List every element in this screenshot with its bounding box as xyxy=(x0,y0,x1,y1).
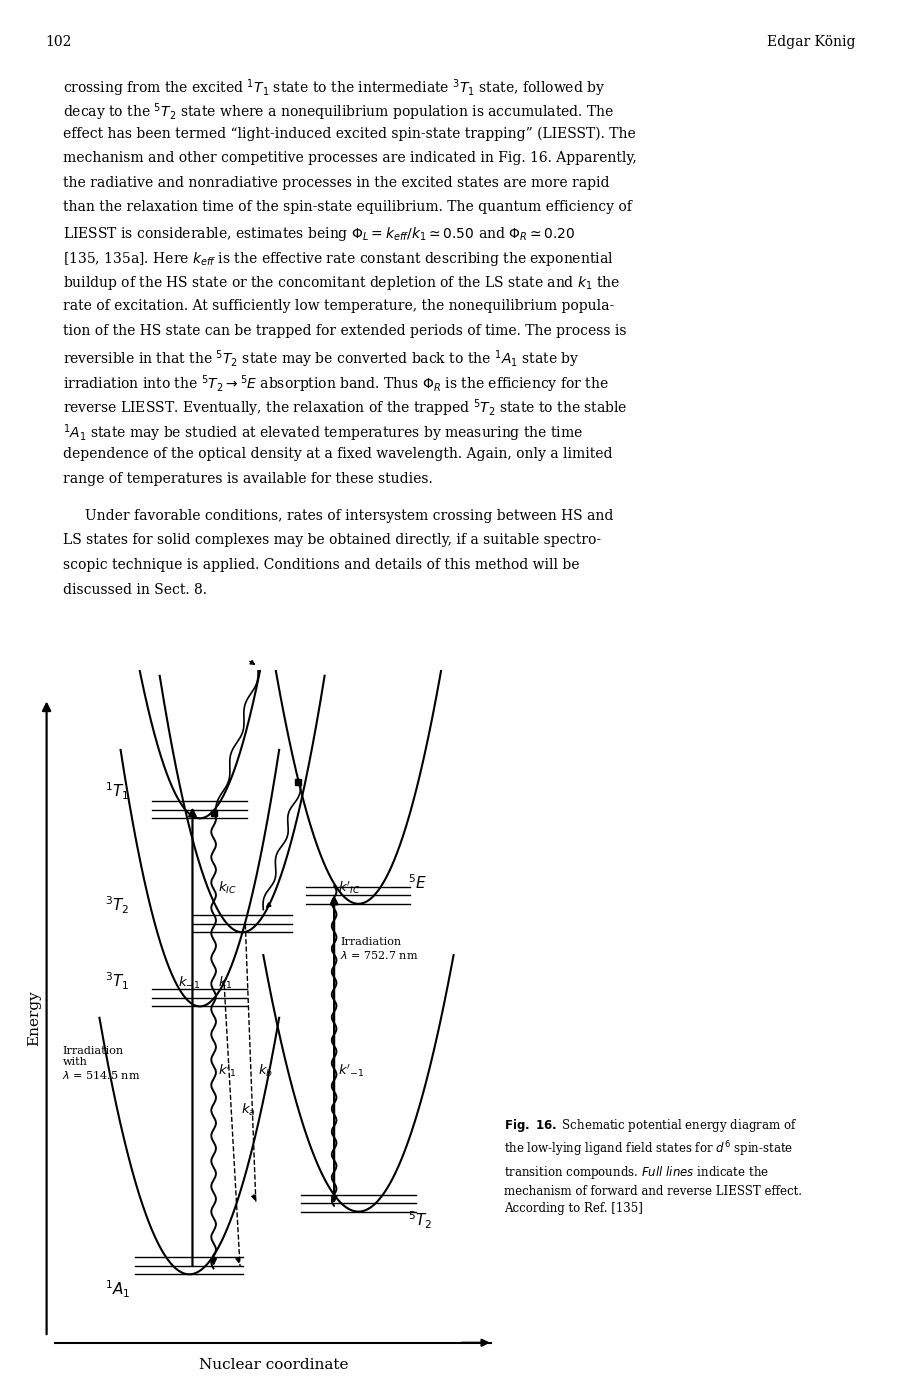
Text: $^3T_2$: $^3T_2$ xyxy=(104,895,129,917)
Text: [135, 135a]. Here $k_{eff}$ is the effective rate constant describing the expone: [135, 135a]. Here $k_{eff}$ is the effec… xyxy=(63,250,613,268)
Text: reversible in that the ${}^5T_2$ state may be converted back to the ${}^1A_1$ st: reversible in that the ${}^5T_2$ state m… xyxy=(63,349,579,370)
Text: rate of excitation. At sufficiently low temperature, the nonequilibrium popula-: rate of excitation. At sufficiently low … xyxy=(63,299,614,313)
Text: scopic technique is applied. Conditions and details of this method will be: scopic technique is applied. Conditions … xyxy=(63,558,580,572)
Text: $^5E$: $^5E$ xyxy=(408,874,427,892)
Text: ${}^1A_1$ state may be studied at elevated temperatures by measuring the time: ${}^1A_1$ state may be studied at elevat… xyxy=(63,423,583,444)
Text: Edgar König: Edgar König xyxy=(767,35,855,49)
Text: $k_a$: $k_a$ xyxy=(241,1101,256,1118)
Text: $k'_{IC}$: $k'_{IC}$ xyxy=(338,879,361,896)
Text: Nuclear coordinate: Nuclear coordinate xyxy=(199,1357,348,1371)
Text: dependence of the optical density at a fixed wavelength. Again, only a limited: dependence of the optical density at a f… xyxy=(63,447,612,461)
Text: Irradiation
$\lambda$ = 752.7 nm: Irradiation $\lambda$ = 752.7 nm xyxy=(340,937,418,962)
Text: $^1A_1$: $^1A_1$ xyxy=(104,1279,130,1300)
Text: $k_b$: $k_b$ xyxy=(258,1064,273,1079)
Text: irradiation into the ${}^5T_2 \rightarrow {}^5E$ absorption band. Thus $\Phi_R$ : irradiation into the ${}^5T_2 \rightarro… xyxy=(63,373,608,395)
Text: Irradiation
with
$\lambda$ = 514.5 nm: Irradiation with $\lambda$ = 514.5 nm xyxy=(62,1046,140,1082)
Text: $^3T_1$: $^3T_1$ xyxy=(104,970,129,991)
Text: 102: 102 xyxy=(45,35,71,49)
Text: decay to the ${}^5T_2$ state where a nonequilibrium population is accumulated. T: decay to the ${}^5T_2$ state where a non… xyxy=(63,102,614,123)
Text: LIESST is considerable, estimates being $\Phi_L = k_{eff}/k_1 \simeq 0.50$ and $: LIESST is considerable, estimates being … xyxy=(63,225,575,243)
Text: LS states for solid complexes may be obtained directly, if a suitable spectro-: LS states for solid complexes may be obt… xyxy=(63,533,601,547)
Text: mechanism and other competitive processes are indicated in Fig. 16. Apparently,: mechanism and other competitive processe… xyxy=(63,151,636,165)
Text: crossing from the excited ${}^1T_1$ state to the intermediate ${}^3T_1$ state, f: crossing from the excited ${}^1T_1$ stat… xyxy=(63,77,605,99)
Text: buildup of the HS state or the concomitant depletion of the LS state and $k_1$ t: buildup of the HS state or the concomita… xyxy=(63,275,620,292)
Text: Under favorable conditions, rates of intersystem crossing between HS and: Under favorable conditions, rates of int… xyxy=(63,508,613,522)
Text: effect has been termed “light-induced excited spin-state trapping” (LIESST). The: effect has been termed “light-induced ex… xyxy=(63,127,635,141)
Text: $k'_{-1}$: $k'_{-1}$ xyxy=(338,1062,364,1079)
Text: $\bf{Fig.\ 16.}$ Schematic potential energy diagram of
the low-lying ligand fiel: $\bf{Fig.\ 16.}$ Schematic potential ene… xyxy=(504,1117,802,1215)
Text: $k_1$: $k_1$ xyxy=(218,974,232,991)
Text: $^5T_2$: $^5T_2$ xyxy=(408,1210,432,1231)
Text: than the relaxation time of the spin-state equilibrium. The quantum efficiency o: than the relaxation time of the spin-sta… xyxy=(63,201,632,215)
Text: reverse LIESST. Eventually, the relaxation of the trapped ${}^5T_2$ state to the: reverse LIESST. Eventually, the relaxati… xyxy=(63,398,627,419)
Text: $k'_1$: $k'_1$ xyxy=(218,1062,237,1079)
Text: Energy: Energy xyxy=(27,990,40,1046)
Text: the radiative and nonradiative processes in the excited states are more rapid: the radiative and nonradiative processes… xyxy=(63,176,609,190)
Text: $^1T_1$: $^1T_1$ xyxy=(104,782,129,803)
Text: $k_{-1}$: $k_{-1}$ xyxy=(178,974,201,991)
Text: range of temperatures is available for these studies.: range of temperatures is available for t… xyxy=(63,472,433,486)
Text: discussed in Sect. 8.: discussed in Sect. 8. xyxy=(63,582,207,596)
Text: $k_{IC}$: $k_{IC}$ xyxy=(218,881,237,896)
Text: tion of the HS state can be trapped for extended periods of time. The process is: tion of the HS state can be trapped for … xyxy=(63,324,626,338)
